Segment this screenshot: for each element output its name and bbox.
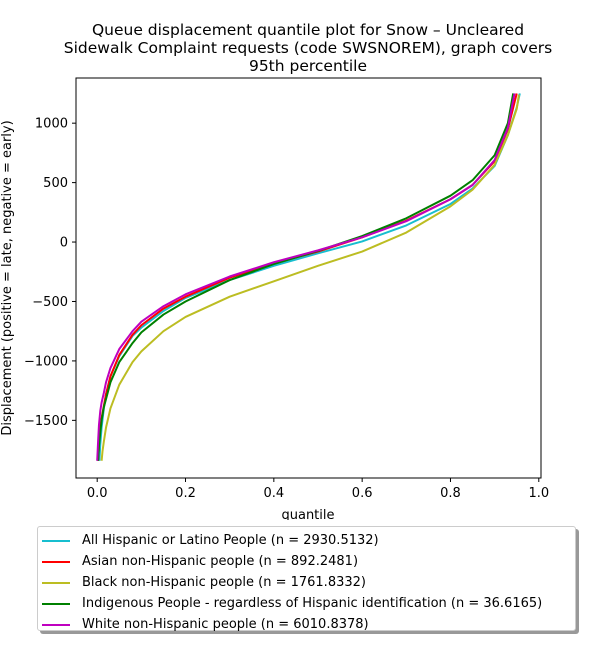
legend-item: Indigenous People - regardless of Hispan… bbox=[42, 593, 575, 614]
y-tick-label: 500 bbox=[43, 176, 68, 191]
series-line-5 bbox=[96, 93, 516, 461]
chart-title-line: 95th percentile bbox=[249, 57, 367, 75]
legend-swatch bbox=[42, 623, 70, 626]
legend-label: Indigenous People - regardless of Hispan… bbox=[82, 596, 543, 611]
x-tick-label: 0.4 bbox=[263, 486, 284, 501]
legend-label: Black non-Hispanic people (n = 1761.8332… bbox=[82, 575, 366, 590]
legend-swatch bbox=[42, 539, 70, 542]
y-tick-label: −500 bbox=[32, 295, 68, 310]
legend-label: White non-Hispanic people (n = 6010.8378… bbox=[82, 617, 369, 632]
x-tick-label: 1.0 bbox=[528, 486, 549, 501]
y-axis-label: Displacement (positive = late, negative … bbox=[0, 120, 15, 435]
chart-title: Queue displacement quantile plot for Sno… bbox=[64, 21, 552, 75]
x-axis-label: quantile bbox=[281, 508, 334, 520]
legend-label: All Hispanic or Latino People (n = 2930.… bbox=[82, 533, 379, 548]
chart-title-line: Queue displacement quantile plot for Sno… bbox=[92, 21, 524, 39]
y-tick-label: −1000 bbox=[24, 354, 68, 369]
y-axis-ticks: −1500 −1000 −500 0 500 1000 bbox=[24, 117, 76, 429]
legend-swatch bbox=[42, 581, 70, 584]
legend-item: Asian non-Hispanic people (n = 892.2481) bbox=[42, 551, 575, 572]
series-line-3 bbox=[100, 94, 520, 461]
x-tick-label: 0.0 bbox=[87, 486, 108, 501]
legend-item: All Hispanic or Latino People (n = 2930.… bbox=[42, 530, 575, 551]
y-tick-label: 1000 bbox=[35, 117, 68, 132]
legend-swatch bbox=[42, 560, 70, 563]
series-line-1 bbox=[98, 93, 521, 461]
legend-label: Asian non-Hispanic people (n = 892.2481) bbox=[82, 554, 359, 569]
y-tick-label: −1500 bbox=[24, 414, 68, 429]
x-tick-label: 0.2 bbox=[175, 486, 196, 501]
chart-title-line: Sidewalk Complaint requests (code SWSNOR… bbox=[64, 39, 552, 57]
y-tick-label: 0 bbox=[60, 236, 68, 251]
x-axis-ticks: 0.0 0.2 0.4 0.6 0.8 1.0 bbox=[87, 478, 549, 501]
legend-item: White non-Hispanic people (n = 6010.8378… bbox=[42, 614, 575, 635]
series-line-2 bbox=[97, 93, 518, 461]
legend-item: Black non-Hispanic people (n = 1761.8332… bbox=[42, 572, 575, 593]
legend-swatch bbox=[42, 602, 70, 605]
x-tick-label: 0.8 bbox=[440, 486, 461, 501]
chart: Queue displacement quantile plot for Sno… bbox=[0, 21, 552, 520]
plot-area bbox=[75, 77, 542, 479]
x-tick-label: 0.6 bbox=[352, 486, 373, 501]
series-line-4 bbox=[97, 93, 515, 461]
series-lines bbox=[96, 93, 521, 461]
legend: All Hispanic or Latino People (n = 2930.… bbox=[37, 526, 576, 632]
